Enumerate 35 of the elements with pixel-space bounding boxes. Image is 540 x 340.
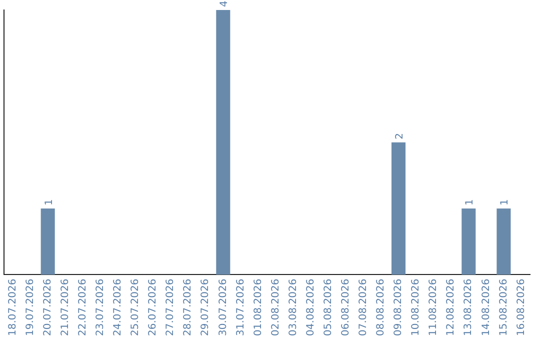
x-tick-label: 01.08.2026 (252, 278, 264, 336)
x-tick-label: 06.08.2026 (340, 278, 352, 336)
x-tick-label: 20.07.2026 (42, 278, 54, 336)
x-tick-label: 24.07.2026 (112, 278, 124, 336)
x-tick-label: 18.07.2026 (7, 278, 18, 336)
x-tick-label: 26.07.2026 (148, 278, 159, 336)
x-tick-label: 05.08.2026 (322, 278, 334, 336)
x-tick-label: 14.08.2026 (480, 278, 492, 336)
data-label: 1 (44, 199, 55, 206)
x-tick-label: 09.08.2026 (393, 278, 404, 336)
x-tick-label: 16.08.2026 (516, 278, 527, 336)
data-label: 1 (464, 199, 476, 206)
x-tick-label: 13.08.2026 (463, 278, 474, 336)
x-tick-label: 04.08.2026 (305, 278, 316, 336)
x-tick-label: 02.08.2026 (270, 278, 282, 336)
x-tick-label: 12.08.2026 (446, 278, 457, 336)
x-tick-label: 19.07.2026 (24, 278, 36, 336)
x-tick-label: 31.07.2026 (235, 278, 246, 336)
x-tick-label: 15.08.2026 (498, 278, 510, 336)
x-tick-label: 25.07.2026 (130, 278, 142, 336)
x-tick-label: 07.08.2026 (358, 278, 370, 336)
x-tick-label: 27.07.2026 (165, 278, 176, 336)
x-tick-label: 22.07.2026 (77, 278, 88, 336)
x-tick-label: 23.07.2026 (95, 278, 106, 336)
x-tick-label: 11.08.2026 (428, 278, 440, 336)
data-label: 1 (500, 199, 511, 206)
data-label: 2 (394, 132, 406, 140)
x-tick-label: 21.07.2026 (60, 278, 71, 336)
x-tick-label: 03.08.2026 (288, 278, 299, 336)
data-label: 4 (219, 0, 230, 7)
x-tick-label: 10.08.2026 (410, 278, 422, 336)
x-tick-label: 28.07.2026 (182, 278, 194, 336)
x-tick-label: 30.07.2026 (218, 278, 229, 336)
x-tick-label: 29.07.2026 (200, 278, 212, 336)
x-tick-label: 08.08.2026 (376, 278, 387, 336)
